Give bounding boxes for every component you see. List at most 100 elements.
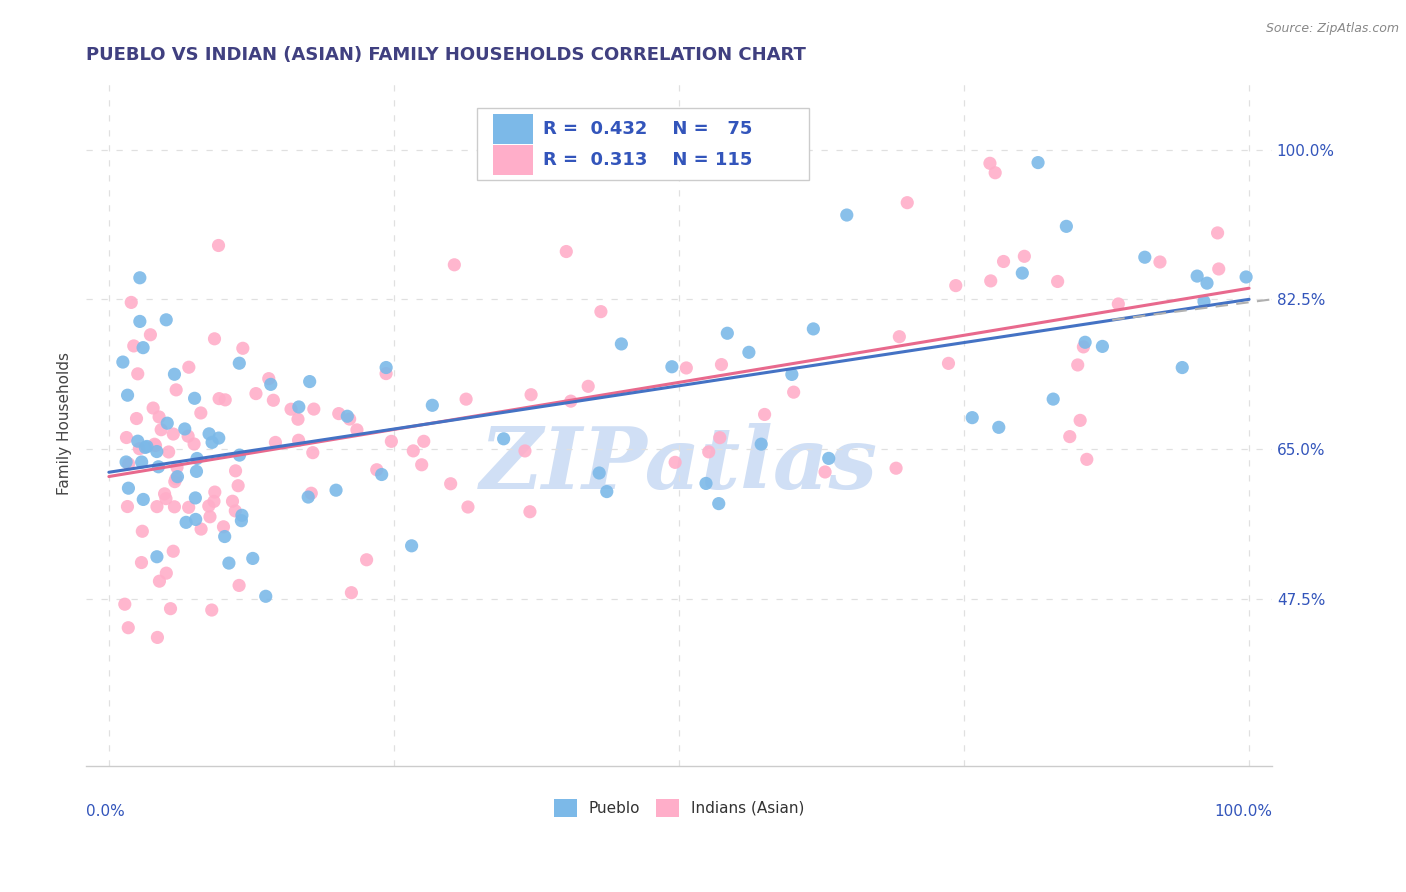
Point [889, 329, 911, 343]
Point [226, 479, 249, 493]
Point [224, 504, 246, 518]
Text: R =  0.432    N =   75: R = 0.432 N = 75 [543, 120, 752, 138]
Point [835, 208, 858, 222]
Point [1206, 226, 1229, 240]
Point [184, 491, 207, 505]
Point [212, 520, 235, 534]
Point [402, 443, 425, 458]
Point [157, 445, 180, 459]
Point [1014, 249, 1036, 263]
Point [1195, 276, 1218, 290]
Point [163, 475, 186, 489]
Point [675, 361, 697, 376]
Point [945, 278, 967, 293]
Text: 100.0%: 100.0% [1213, 804, 1272, 819]
Point [228, 578, 250, 592]
Point [225, 464, 247, 478]
Point [884, 461, 907, 475]
Point [1185, 269, 1208, 284]
Point [128, 270, 150, 285]
Point [125, 411, 148, 425]
Point [340, 585, 363, 599]
Point [346, 423, 368, 437]
Point [139, 327, 162, 342]
Point [457, 500, 479, 514]
Point [370, 467, 392, 482]
Point [117, 621, 139, 635]
Point [782, 385, 804, 400]
Point [177, 429, 200, 443]
Point [288, 400, 311, 414]
Point [938, 356, 960, 370]
Point [375, 360, 398, 375]
Point [1133, 250, 1156, 264]
Point [356, 553, 378, 567]
Point [131, 556, 153, 570]
Point [173, 422, 195, 436]
Point [228, 448, 250, 462]
Point [519, 505, 541, 519]
Point [204, 485, 226, 500]
Point [260, 377, 283, 392]
Point [117, 481, 139, 495]
Point [134, 441, 156, 455]
Text: R =  0.313    N = 115: R = 0.313 N = 115 [543, 151, 752, 169]
Point [155, 313, 177, 327]
Point [165, 383, 187, 397]
Point [155, 491, 177, 506]
Point [128, 314, 150, 328]
Point [1091, 339, 1114, 353]
Point [738, 345, 761, 359]
Point [325, 483, 347, 498]
Point [207, 238, 229, 252]
Point [1076, 452, 1098, 467]
Point [143, 437, 166, 451]
Point [420, 398, 443, 412]
Point [122, 339, 145, 353]
Point [780, 368, 803, 382]
Point [709, 431, 731, 445]
FancyBboxPatch shape [494, 114, 533, 144]
Point [177, 500, 200, 515]
Y-axis label: Family Households: Family Households [58, 352, 72, 495]
Point [401, 539, 423, 553]
Point [131, 524, 153, 539]
Point [257, 371, 280, 385]
Point [115, 431, 138, 445]
Point [710, 358, 733, 372]
Point [1042, 392, 1064, 406]
Point [131, 455, 153, 469]
Point [664, 455, 686, 469]
Point [148, 459, 170, 474]
Point [1011, 266, 1033, 280]
Point [245, 386, 267, 401]
Point [114, 597, 136, 611]
Point [588, 466, 610, 480]
Point [214, 392, 236, 407]
Point [1067, 358, 1090, 372]
Point [339, 412, 361, 426]
Point [127, 434, 149, 449]
Point [443, 258, 465, 272]
Point [254, 589, 277, 603]
Point [142, 401, 165, 415]
Point [208, 392, 231, 406]
Point [301, 445, 323, 459]
Legend: Pueblo, Indians (Asian): Pueblo, Indians (Asian) [548, 792, 810, 823]
Point [190, 522, 212, 536]
Point [697, 445, 720, 459]
Point [174, 516, 197, 530]
Point [208, 431, 231, 445]
Point [302, 402, 325, 417]
Point [153, 487, 176, 501]
Point [596, 484, 619, 499]
Point [135, 440, 157, 454]
Point [492, 432, 515, 446]
Point [198, 426, 221, 441]
Point [298, 375, 321, 389]
Point [661, 359, 683, 374]
Point [299, 486, 322, 500]
Point [148, 574, 170, 589]
Point [145, 439, 167, 453]
Point [148, 409, 170, 424]
